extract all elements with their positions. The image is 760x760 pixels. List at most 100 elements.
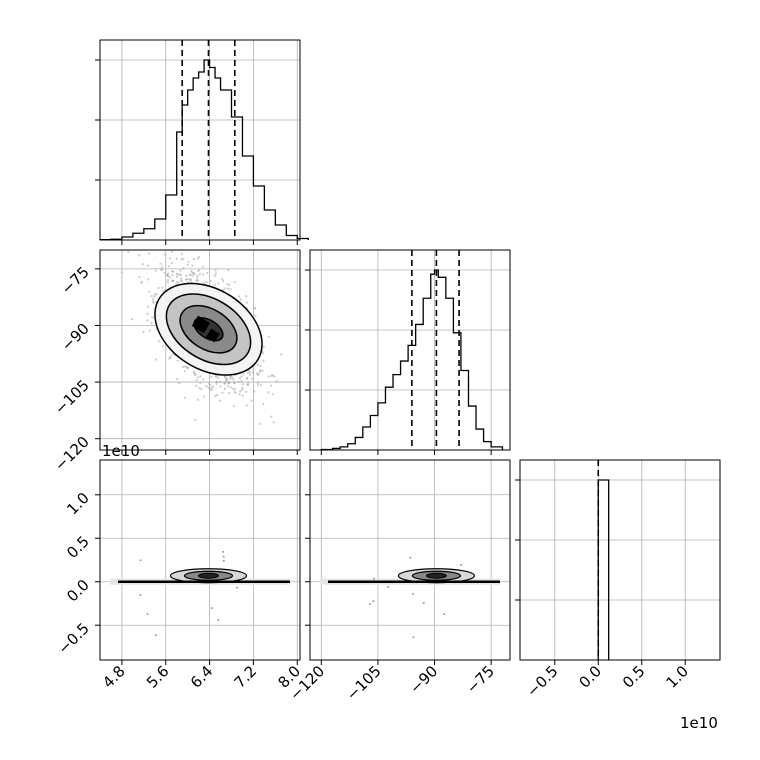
- scatter-point: [159, 262, 162, 265]
- scatter-point: [198, 273, 202, 276]
- scatter-point: [214, 272, 217, 275]
- scatter-point: [151, 316, 154, 319]
- scatter-point: [267, 335, 270, 338]
- scatter-point: [227, 269, 230, 272]
- scatter-point: [175, 377, 179, 381]
- scatter-point: [196, 376, 200, 379]
- scatter-point: [191, 274, 194, 277]
- scatter-point: [146, 312, 149, 315]
- scatter-point: [422, 601, 425, 604]
- scatter-point: [267, 391, 270, 394]
- axes-frame: [99, 249, 301, 451]
- scatter-point: [250, 377, 254, 380]
- scatter-point: [387, 586, 390, 589]
- scatter-point: [192, 370, 196, 374]
- density-peak: [205, 328, 220, 343]
- histogram-step: [99, 59, 309, 241]
- scatter-point: [245, 301, 249, 304]
- density-peak: [191, 315, 210, 334]
- scatter-point: [148, 329, 151, 332]
- scatter-point: [197, 279, 200, 282]
- scatter-point: [214, 269, 217, 272]
- scatter-point: [202, 281, 205, 285]
- scatter-point: [245, 377, 249, 380]
- scatter-point: [217, 376, 220, 380]
- scatter-point: [141, 263, 145, 266]
- scatter-point: [246, 372, 249, 375]
- scatter-point: [200, 388, 203, 391]
- contour-level-2: [197, 572, 219, 579]
- scatter-point: [195, 279, 198, 282]
- scatter-point: [142, 330, 145, 334]
- scatter-point: [167, 272, 170, 275]
- density-band: [320, 556, 500, 639]
- scatter-point: [205, 280, 208, 284]
- scatter-point: [250, 399, 253, 402]
- scatter-point: [273, 375, 276, 378]
- scatter-point: [169, 356, 172, 359]
- scatter-point: [224, 380, 228, 383]
- axes-frame: [309, 459, 511, 661]
- scatter-point: [213, 284, 216, 287]
- scatter-point: [155, 293, 158, 296]
- scatter-point: [232, 378, 235, 381]
- scatter-point: [270, 374, 273, 377]
- scatter-point: [233, 280, 236, 283]
- scatter-point: [230, 386, 233, 389]
- scatter-point: [182, 257, 185, 260]
- scatter-point: [139, 593, 142, 596]
- scatter-point: [239, 390, 242, 393]
- scatter-point: [198, 387, 201, 390]
- histogram-panel-1: [305, 250, 510, 455]
- scatter-point: [140, 281, 143, 284]
- scatter-point: [138, 276, 141, 279]
- scatter-point: [228, 283, 231, 286]
- density-contours: [154, 282, 263, 376]
- scatter-point: [460, 563, 463, 566]
- scatter-point: [193, 273, 196, 276]
- scatter-point: [194, 418, 197, 421]
- scatter-point: [253, 307, 256, 310]
- scatter-point: [238, 393, 241, 396]
- scatter-panel-2-0: 4.8 5.6 6.4 7.2 8.0−0.50.00.51.0: [54, 460, 304, 692]
- scatter-point: [259, 422, 262, 425]
- scatter-point: [170, 261, 173, 265]
- scatter-point: [168, 276, 171, 279]
- scatter-point: [272, 421, 275, 424]
- scatter-point: [131, 318, 134, 321]
- scatter-point: [256, 363, 259, 366]
- scatter-point: [178, 382, 181, 385]
- scatter-point: [254, 314, 257, 317]
- scatter-point: [256, 381, 260, 385]
- scatter-point: [154, 634, 157, 637]
- scatter-point: [188, 273, 192, 277]
- scatter-point: [241, 383, 245, 386]
- scatter-point: [259, 364, 262, 368]
- scatter-point: [240, 380, 243, 383]
- scatter-point: [211, 385, 215, 388]
- scatter-point: [163, 253, 166, 256]
- scatter-point: [222, 559, 225, 562]
- scatter-point: [251, 371, 254, 374]
- scatter-point: [261, 369, 264, 372]
- scatter-point: [275, 380, 278, 383]
- scatter-point: [244, 294, 248, 298]
- scatter-point: [259, 370, 262, 373]
- scatter-point: [221, 278, 224, 281]
- scatter-point: [189, 279, 192, 282]
- scatter-point: [199, 375, 202, 378]
- scatter-point: [186, 366, 189, 369]
- scatter-point: [245, 404, 248, 407]
- scatter-point: [127, 250, 130, 253]
- scatter-point: [161, 345, 164, 348]
- scatter-point: [228, 391, 231, 394]
- scatter-point: [223, 387, 226, 390]
- scatter-point: [191, 264, 194, 267]
- scatter-point: [158, 340, 161, 343]
- scatter-point: [194, 373, 197, 376]
- scatter-point: [409, 556, 412, 559]
- scatter-point: [222, 555, 225, 558]
- scatter-point: [215, 382, 218, 386]
- scatter-point: [171, 273, 174, 277]
